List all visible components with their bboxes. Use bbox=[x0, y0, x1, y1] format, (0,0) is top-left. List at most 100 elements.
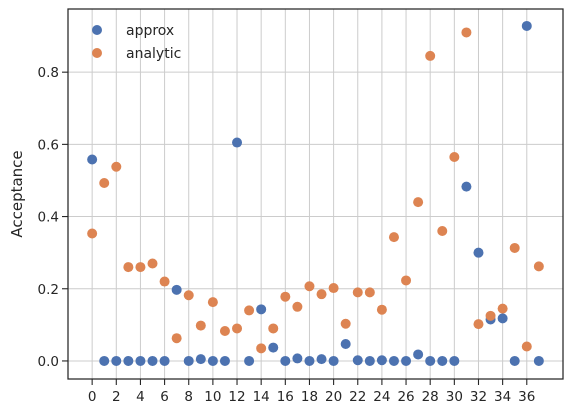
point-approx bbox=[473, 247, 484, 258]
x-tick-label: 22 bbox=[349, 389, 366, 405]
axes: 0 2 4 6 8 10 12 14 16 18 20 22 24 26 28 30 32 34 360.00.20… bbox=[38, 65, 536, 405]
point-analytic bbox=[509, 242, 520, 253]
plot-frame bbox=[67, 8, 564, 380]
x-tick-label: 4 bbox=[136, 389, 145, 405]
point-approx bbox=[413, 349, 424, 360]
point-approx bbox=[87, 154, 98, 165]
x-tick-label: 28 bbox=[422, 389, 439, 405]
point-approx bbox=[316, 354, 327, 365]
point-analytic bbox=[328, 283, 339, 294]
point-approx bbox=[364, 355, 375, 366]
legend: approx analytic bbox=[92, 23, 181, 62]
point-analytic bbox=[232, 323, 243, 334]
x-tick-label: 0 bbox=[88, 389, 97, 405]
legend-label-analytic: analytic bbox=[126, 46, 181, 62]
point-approx bbox=[111, 355, 122, 366]
x-tick-label: 8 bbox=[184, 389, 193, 405]
x-tick-label: 6 bbox=[160, 389, 169, 405]
point-approx bbox=[123, 355, 134, 366]
point-analytic bbox=[280, 291, 291, 302]
point-analytic bbox=[268, 323, 279, 334]
point-analytic bbox=[87, 228, 98, 239]
legend-marker-approx bbox=[92, 25, 102, 35]
point-approx bbox=[99, 355, 110, 366]
point-analytic bbox=[195, 320, 206, 331]
point-approx bbox=[509, 355, 520, 366]
point-analytic bbox=[461, 27, 472, 38]
x-tick-label: 12 bbox=[228, 389, 245, 405]
point-approx bbox=[135, 355, 146, 366]
point-analytic bbox=[340, 318, 351, 329]
point-analytic bbox=[352, 287, 363, 298]
x-tick-label: 26 bbox=[397, 389, 414, 405]
x-tick-label: 10 bbox=[204, 389, 221, 405]
point-analytic bbox=[437, 226, 448, 236]
x-tick-label: 18 bbox=[301, 389, 318, 405]
x-tick-label: 24 bbox=[373, 389, 390, 405]
point-approx bbox=[461, 181, 472, 192]
point-analytic bbox=[388, 232, 399, 243]
point-approx bbox=[147, 355, 158, 366]
point-analytic bbox=[413, 197, 424, 208]
point-approx bbox=[219, 355, 230, 366]
point-approx bbox=[388, 355, 399, 366]
point-analytic bbox=[183, 290, 194, 301]
point-approx bbox=[401, 355, 412, 366]
point-approx bbox=[533, 355, 544, 366]
point-analytic bbox=[147, 258, 158, 269]
point-approx bbox=[437, 355, 448, 366]
point-approx bbox=[280, 355, 291, 366]
legend-label-approx: approx bbox=[126, 23, 174, 39]
point-analytic bbox=[521, 341, 532, 352]
x-tick-label: 14 bbox=[253, 389, 270, 405]
point-analytic bbox=[111, 161, 122, 172]
point-analytic bbox=[219, 325, 230, 336]
point-analytic bbox=[256, 343, 267, 354]
point-analytic bbox=[159, 276, 170, 287]
x-tick-label: 32 bbox=[470, 389, 487, 405]
point-approx bbox=[183, 355, 194, 366]
point-approx bbox=[425, 355, 436, 366]
point-analytic bbox=[449, 152, 460, 162]
point-approx bbox=[232, 137, 243, 148]
point-approx bbox=[195, 354, 206, 365]
y-tick-label: 0.8 bbox=[38, 65, 59, 81]
point-approx bbox=[521, 20, 532, 31]
point-approx bbox=[497, 313, 508, 324]
point-analytic bbox=[292, 301, 303, 312]
x-tick-label: 34 bbox=[494, 389, 511, 405]
y-axis-label: Acceptance bbox=[8, 150, 26, 237]
point-analytic bbox=[364, 287, 375, 298]
point-approx bbox=[244, 355, 255, 366]
point-analytic bbox=[99, 177, 110, 188]
point-analytic bbox=[533, 261, 544, 272]
point-analytic bbox=[207, 297, 218, 308]
y-tick-label: 0.6 bbox=[38, 137, 59, 153]
point-approx bbox=[352, 355, 363, 366]
point-analytic bbox=[316, 289, 327, 300]
x-tick-label: 16 bbox=[277, 389, 294, 405]
point-approx bbox=[207, 355, 218, 366]
y-tick-label: 0.2 bbox=[38, 282, 59, 298]
point-analytic bbox=[244, 305, 255, 316]
x-tick-label: 20 bbox=[325, 389, 342, 405]
point-analytic bbox=[304, 281, 315, 292]
point-analytic bbox=[473, 319, 484, 330]
point-analytic bbox=[485, 310, 496, 321]
point-analytic bbox=[497, 303, 508, 314]
point-approx bbox=[328, 355, 339, 366]
point-approx bbox=[256, 304, 267, 315]
point-analytic bbox=[171, 333, 182, 344]
point-analytic bbox=[376, 304, 387, 315]
point-analytic bbox=[425, 50, 436, 61]
y-tick-label: 0.4 bbox=[38, 210, 59, 226]
point-approx bbox=[268, 342, 279, 353]
point-analytic bbox=[135, 262, 146, 273]
point-approx bbox=[340, 338, 351, 349]
x-tick-label: 2 bbox=[112, 389, 121, 405]
x-tick-label: 30 bbox=[446, 389, 463, 405]
data-points bbox=[87, 20, 544, 366]
point-approx bbox=[171, 284, 182, 295]
point-approx bbox=[159, 355, 170, 366]
